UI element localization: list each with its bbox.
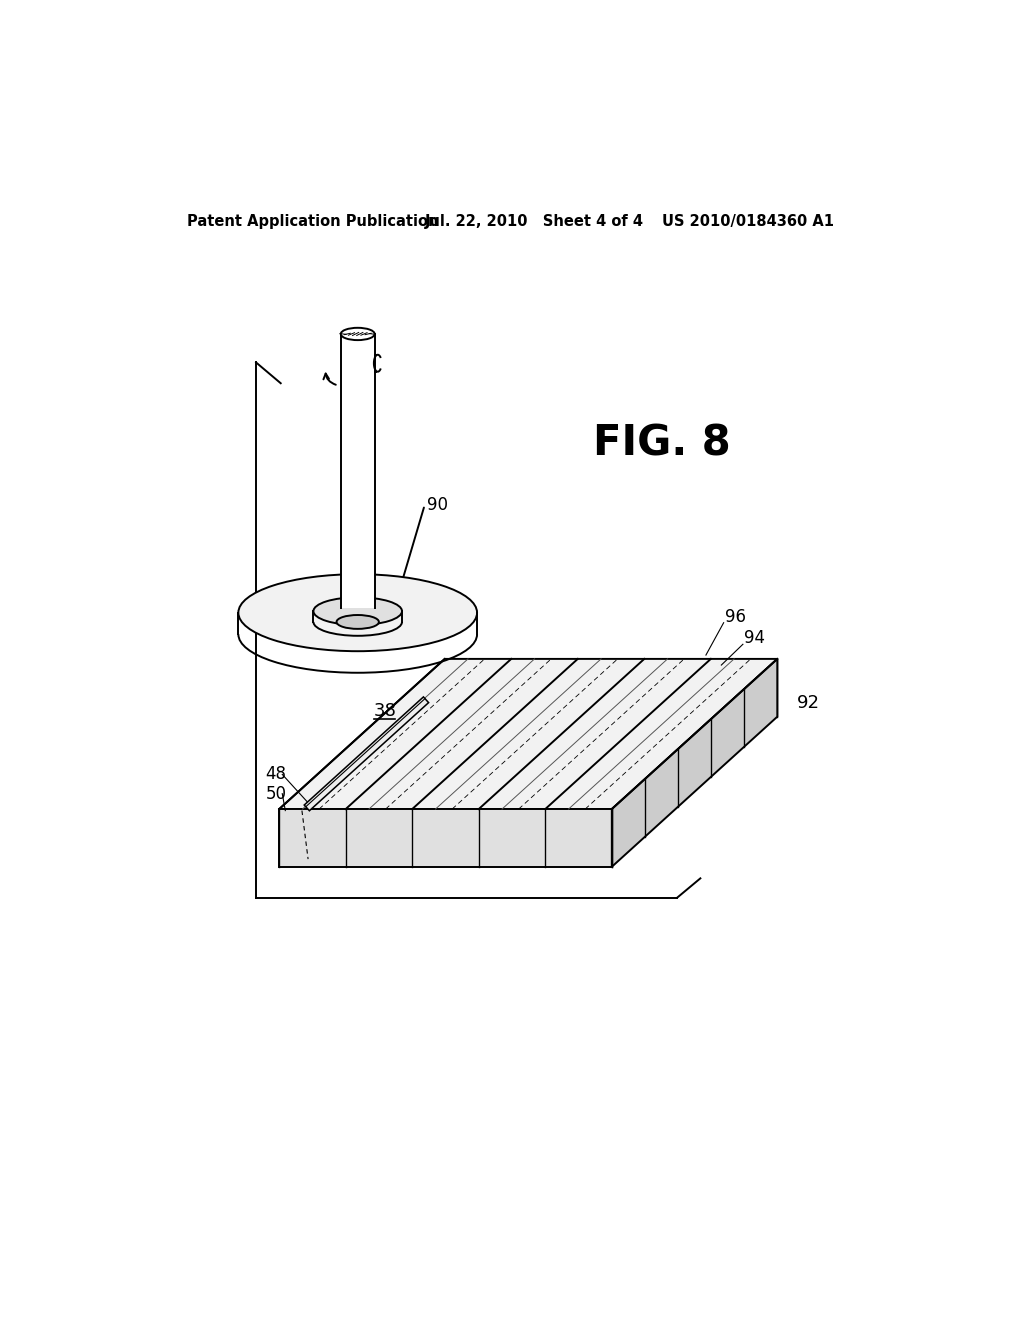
Text: Patent Application Publication: Patent Application Publication	[186, 214, 438, 230]
Text: 90: 90	[427, 496, 449, 513]
Ellipse shape	[341, 327, 375, 341]
Ellipse shape	[313, 597, 402, 626]
Polygon shape	[304, 697, 429, 810]
Text: 48: 48	[265, 766, 287, 783]
Text: US 2010/0184360 A1: US 2010/0184360 A1	[662, 214, 834, 230]
Polygon shape	[280, 809, 611, 867]
Polygon shape	[611, 659, 777, 867]
Text: 92: 92	[797, 694, 819, 713]
Polygon shape	[280, 659, 777, 809]
FancyBboxPatch shape	[341, 334, 375, 609]
Text: 96: 96	[725, 607, 746, 626]
Text: FIG. 8: FIG. 8	[593, 422, 730, 465]
Ellipse shape	[239, 574, 477, 651]
Text: 50: 50	[265, 784, 287, 803]
Text: 94: 94	[744, 630, 765, 647]
Ellipse shape	[337, 615, 379, 628]
Text: 38: 38	[373, 702, 396, 721]
Text: Jul. 22, 2010   Sheet 4 of 4: Jul. 22, 2010 Sheet 4 of 4	[425, 214, 644, 230]
